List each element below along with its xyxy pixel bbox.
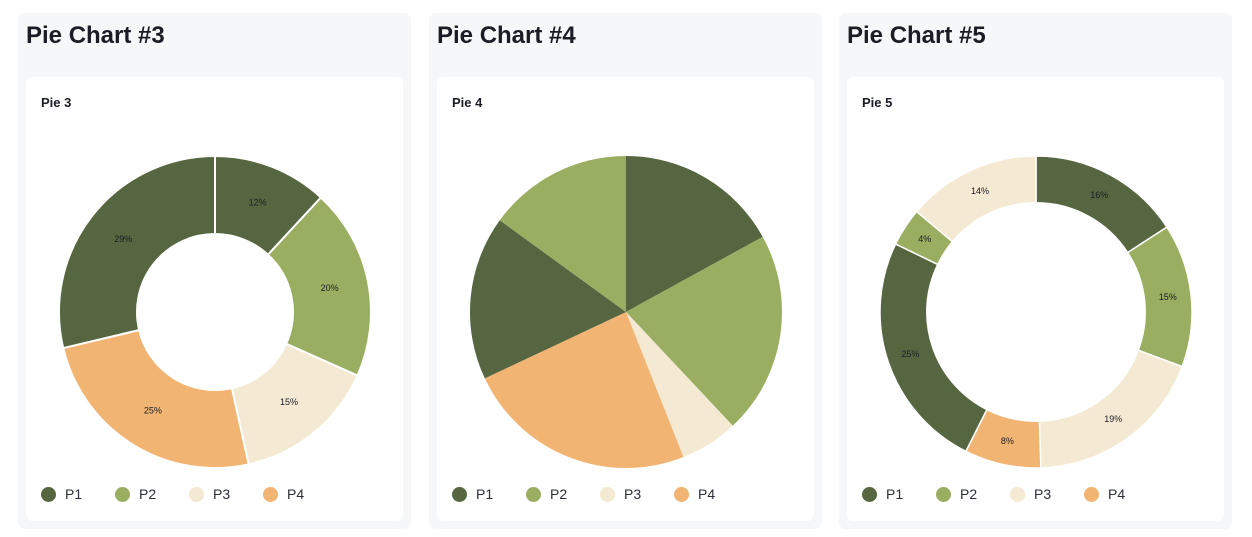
chart-card: Pie 5 16% 15% 19% 8% 25% 4% 14% P1 P2 P3 P4 bbox=[847, 77, 1224, 521]
slice-data-label: 29% bbox=[114, 234, 132, 244]
legend-label: P1 bbox=[65, 486, 83, 502]
slice-data-label: 12% bbox=[249, 197, 267, 207]
slice-data-label: 25% bbox=[144, 406, 162, 416]
legend: P1 P2 P3 P4 bbox=[862, 486, 1158, 502]
legend-swatch-p1 bbox=[862, 486, 877, 502]
legend-item-p3[interactable]: P3 bbox=[189, 486, 263, 502]
chart-panel-4: Pie Chart #4 Pie 4 P1 P2 P3 P4 bbox=[429, 13, 822, 529]
slice-data-label: 16% bbox=[1090, 190, 1108, 200]
chart-title: Pie 3 bbox=[41, 95, 72, 110]
legend-swatch-p1 bbox=[452, 486, 467, 502]
legend-swatch-p3 bbox=[600, 486, 615, 502]
legend-item-p3[interactable]: P3 bbox=[1010, 486, 1084, 502]
chart-panel-5: Pie Chart #5 Pie 5 16% 15% 19% 8% 25% 4% 14% P… bbox=[839, 13, 1232, 529]
chart-card: Pie 4 P1 P2 P3 P4 bbox=[437, 77, 814, 521]
legend-label: P4 bbox=[698, 486, 716, 502]
pie-slice-p1[interactable] bbox=[58, 154, 216, 350]
legend-label: P1 bbox=[476, 486, 494, 502]
pie-slice-p3[interactable] bbox=[626, 312, 733, 458]
pie-slice-p2[interactable] bbox=[499, 156, 626, 312]
legend: P1 P2 P3 P4 bbox=[452, 486, 748, 502]
pie-chart-3: 12% 20% 15% 25% 29% bbox=[58, 154, 372, 469]
pie-slice-p3[interactable] bbox=[1038, 349, 1184, 469]
legend-label: P3 bbox=[1034, 486, 1052, 502]
chart-title: Pie 5 bbox=[862, 95, 893, 110]
pie-slice-p4[interactable] bbox=[62, 328, 250, 469]
legend-item-p1[interactable]: P1 bbox=[41, 486, 115, 502]
pie-slice-p2[interactable] bbox=[266, 196, 372, 377]
slice-data-label: 15% bbox=[280, 397, 298, 407]
chart-panel-3: Pie Chart #3 Pie 3 12% 20% 15% 25% 29% P1 P2… bbox=[18, 13, 411, 529]
slice-data-label: 15% bbox=[1159, 292, 1177, 302]
legend-label: P3 bbox=[213, 486, 231, 502]
legend-swatch-p2 bbox=[526, 486, 541, 502]
slice-data-label: 19% bbox=[1104, 414, 1122, 424]
legend-swatch-p4 bbox=[1084, 486, 1099, 502]
legend-item-p2[interactable]: P2 bbox=[526, 486, 600, 502]
slice-data-label: 8% bbox=[1001, 436, 1014, 446]
legend-item-p3[interactable]: P3 bbox=[600, 486, 674, 502]
legend-item-p2[interactable]: P2 bbox=[936, 486, 1010, 502]
legend-label: P2 bbox=[960, 486, 978, 502]
panel-title: Pie Chart #5 bbox=[847, 22, 986, 49]
legend: P1 P2 P3 P4 bbox=[41, 486, 337, 502]
pie-slice-p1[interactable] bbox=[879, 242, 988, 453]
slice-data-label: 4% bbox=[918, 234, 931, 244]
legend-label: P2 bbox=[139, 486, 157, 502]
legend-swatch-p4 bbox=[263, 486, 278, 502]
pie-slice-p3[interactable] bbox=[915, 155, 1037, 243]
pie-slice-p2[interactable] bbox=[626, 236, 782, 426]
legend-swatch-p3 bbox=[1010, 486, 1025, 502]
legend-swatch-p4 bbox=[674, 486, 689, 502]
slice-data-label: 14% bbox=[971, 186, 989, 196]
legend-swatch-p3 bbox=[189, 486, 204, 502]
slice-data-label: 20% bbox=[321, 283, 339, 293]
legend-swatch-p2 bbox=[936, 486, 951, 502]
pie-slice-p4[interactable] bbox=[484, 312, 684, 468]
slice-data-label: 25% bbox=[901, 349, 919, 359]
legend-swatch-p1 bbox=[41, 486, 56, 502]
legend-item-p4[interactable]: P4 bbox=[674, 486, 748, 502]
legend-item-p4[interactable]: P4 bbox=[263, 486, 337, 502]
pie-slice-p1[interactable] bbox=[470, 220, 626, 379]
legend-label: P4 bbox=[287, 486, 305, 502]
legend-label: P3 bbox=[624, 486, 642, 502]
pie-chart-4 bbox=[470, 156, 782, 468]
panel-title: Pie Chart #3 bbox=[26, 22, 165, 49]
chart-title: Pie 4 bbox=[452, 95, 483, 110]
legend-swatch-p2 bbox=[115, 486, 130, 502]
panel-title: Pie Chart #4 bbox=[437, 22, 576, 49]
pie-slice-p1[interactable] bbox=[626, 156, 763, 312]
legend-item-p1[interactable]: P1 bbox=[862, 486, 936, 502]
legend-label: P4 bbox=[1108, 486, 1126, 502]
legend-label: P2 bbox=[550, 486, 568, 502]
legend-item-p2[interactable]: P2 bbox=[115, 486, 189, 502]
pie-chart-5: 16% 15% 19% 8% 25% 4% 14% bbox=[879, 155, 1193, 469]
legend-item-p4[interactable]: P4 bbox=[1084, 486, 1158, 502]
legend-item-p1[interactable]: P1 bbox=[452, 486, 526, 502]
chart-card: Pie 3 12% 20% 15% 25% 29% P1 P2 P3 P4 bbox=[26, 77, 403, 521]
legend-label: P1 bbox=[886, 486, 904, 502]
pie-slice-p1[interactable] bbox=[1035, 155, 1168, 254]
